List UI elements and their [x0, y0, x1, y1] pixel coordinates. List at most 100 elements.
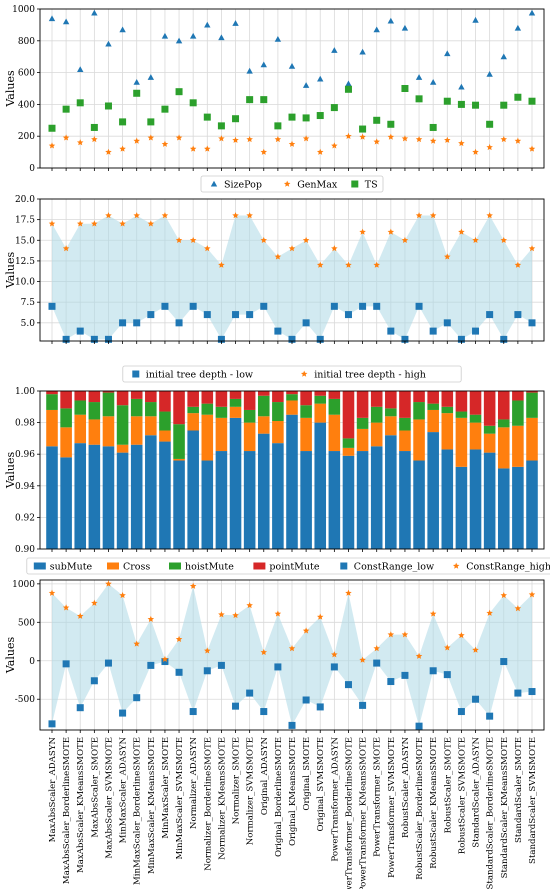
- point-sizepop: [189, 32, 197, 39]
- point-ConstRange_high: [161, 655, 169, 662]
- point-sizepop: [387, 17, 395, 24]
- point-ConstRange_low: [500, 658, 508, 666]
- bar-Cross: [286, 400, 298, 415]
- x-tick-label: RobustScaler_SVMSMOTE: [457, 737, 467, 854]
- point-genmax: [401, 135, 409, 142]
- point-ConstRange_low: [514, 689, 522, 697]
- point-genmax: [274, 135, 282, 143]
- legend-swatch: [169, 562, 181, 570]
- bar-subMute: [399, 451, 411, 549]
- x-tick-label: RobustScaler_BorderlineSMOTE: [415, 737, 425, 880]
- bar-hoistMute: [300, 405, 312, 418]
- point-genmax: [302, 135, 310, 142]
- x-category-labels: MaxAbsScaler_ADASYN MaxAbsScaler_Borderli…: [48, 737, 538, 889]
- point-ConstRange_low: [457, 708, 465, 716]
- point-ConstRange_low: [62, 660, 70, 668]
- point-ts: [316, 112, 324, 120]
- x-tick-label: StandardScaler_ADASYN: [472, 737, 482, 848]
- bar-pointMute: [173, 391, 185, 425]
- y-tick-label: 0.94: [15, 482, 35, 492]
- point-initial-tree-depth---low: [203, 311, 211, 319]
- x-tick-label: Normalizer_KMeansSMOTE: [217, 737, 227, 860]
- point-ts: [288, 113, 296, 121]
- bar-pointMute: [257, 391, 270, 396]
- point-ConstRange_high: [514, 605, 522, 612]
- point-sizepop: [218, 34, 225, 41]
- point-initial-tree-depth---high: [189, 236, 197, 244]
- point-initial-tree-depth---low: [514, 311, 522, 319]
- point-ConstRange_high: [246, 601, 253, 609]
- point-genmax: [288, 140, 296, 147]
- bar-hoistMute: [399, 417, 411, 431]
- bar-subMute: [60, 457, 72, 549]
- bar-Cross: [455, 417, 468, 467]
- y-tick-label: 7.5: [21, 298, 36, 308]
- point-sizepop: [288, 63, 296, 69]
- point-initial-tree-depth---high: [133, 212, 140, 219]
- point-ts: [429, 123, 437, 131]
- point-genmax: [345, 132, 352, 139]
- point-genmax: [218, 135, 225, 142]
- point-ts: [528, 97, 536, 105]
- point-genmax: [458, 139, 465, 147]
- bar-hoistMute: [229, 398, 242, 407]
- bar-Cross: [370, 422, 383, 447]
- point-initial-tree-depth---high: [288, 245, 296, 252]
- bar-hoistMute: [370, 406, 383, 423]
- legends: subMute Cross hoistMute pointMute ConstRange…: [26, 557, 550, 575]
- y-tick-label: 0.92: [15, 513, 35, 523]
- point-initial-tree-depth---low: [443, 319, 451, 327]
- point-genmax: [204, 145, 211, 152]
- y-tick-label: 0: [29, 164, 35, 174]
- bar-hoistMute: [455, 411, 468, 418]
- point-sizepop: [444, 50, 451, 57]
- bar-Cross: [145, 416, 157, 436]
- bar-Cross: [173, 458, 185, 461]
- point-ConstRange_high: [232, 611, 239, 619]
- bar-subMute: [201, 460, 214, 549]
- point-ConstRange_low: [387, 678, 395, 686]
- point-initial-tree-depth---low: [161, 302, 169, 310]
- point-initial-tree-depth---high: [429, 212, 437, 219]
- point-genmax: [189, 145, 197, 152]
- x-tick-label: Normalizer_BorderlineSMOTE: [203, 737, 213, 871]
- point-ts: [133, 89, 141, 97]
- point-ConstRange_high: [528, 591, 536, 598]
- point-ConstRange_low: [260, 708, 268, 716]
- y-tick-label: 10.0: [15, 278, 35, 288]
- legend-label: Cross: [123, 562, 150, 573]
- point-initial-tree-depth---high: [528, 245, 536, 252]
- point-ConstRange_low: [288, 721, 296, 729]
- bar-subMute: [526, 460, 538, 549]
- point-genmax: [472, 148, 479, 155]
- bar-Cross: [441, 413, 454, 450]
- bar-hoistMute: [187, 406, 199, 414]
- point-initial-tree-depth---high: [232, 212, 239, 219]
- point-ConstRange_high: [345, 589, 352, 596]
- point-initial-tree-depth---low: [500, 335, 508, 343]
- bar-pointMute: [399, 391, 411, 418]
- point-sizepop: [331, 47, 338, 53]
- point-ConstRange_low: [302, 696, 310, 704]
- bar-pointMute: [60, 391, 72, 409]
- bar-Cross: [399, 430, 411, 452]
- x-tick-label: PowerTransformer_BorderlineSMOTE: [344, 737, 354, 889]
- point-ts: [443, 97, 451, 105]
- bar-hoistMute: [130, 398, 143, 417]
- bar-pointMute: [46, 391, 58, 395]
- bar-hoistMute: [356, 417, 369, 429]
- bar-subMute: [229, 417, 242, 549]
- legend-label: TS: [365, 180, 378, 191]
- point-sizepop: [48, 15, 56, 22]
- bar-subMute: [272, 443, 284, 549]
- point-ConstRange_high: [91, 599, 98, 606]
- bar-Cross: [187, 413, 199, 431]
- point-ts: [415, 95, 423, 103]
- bar-Cross: [46, 409, 58, 447]
- x-tick-label: StandardScaler_SVMSMOTE: [528, 737, 538, 864]
- bar-Cross: [130, 416, 143, 445]
- y-tick-label: 1.00: [15, 387, 35, 397]
- x-tick-label: Original_ADASYN: [260, 737, 270, 816]
- bar-hoistMute: [257, 395, 270, 417]
- legend-label: hoistMute: [185, 562, 234, 573]
